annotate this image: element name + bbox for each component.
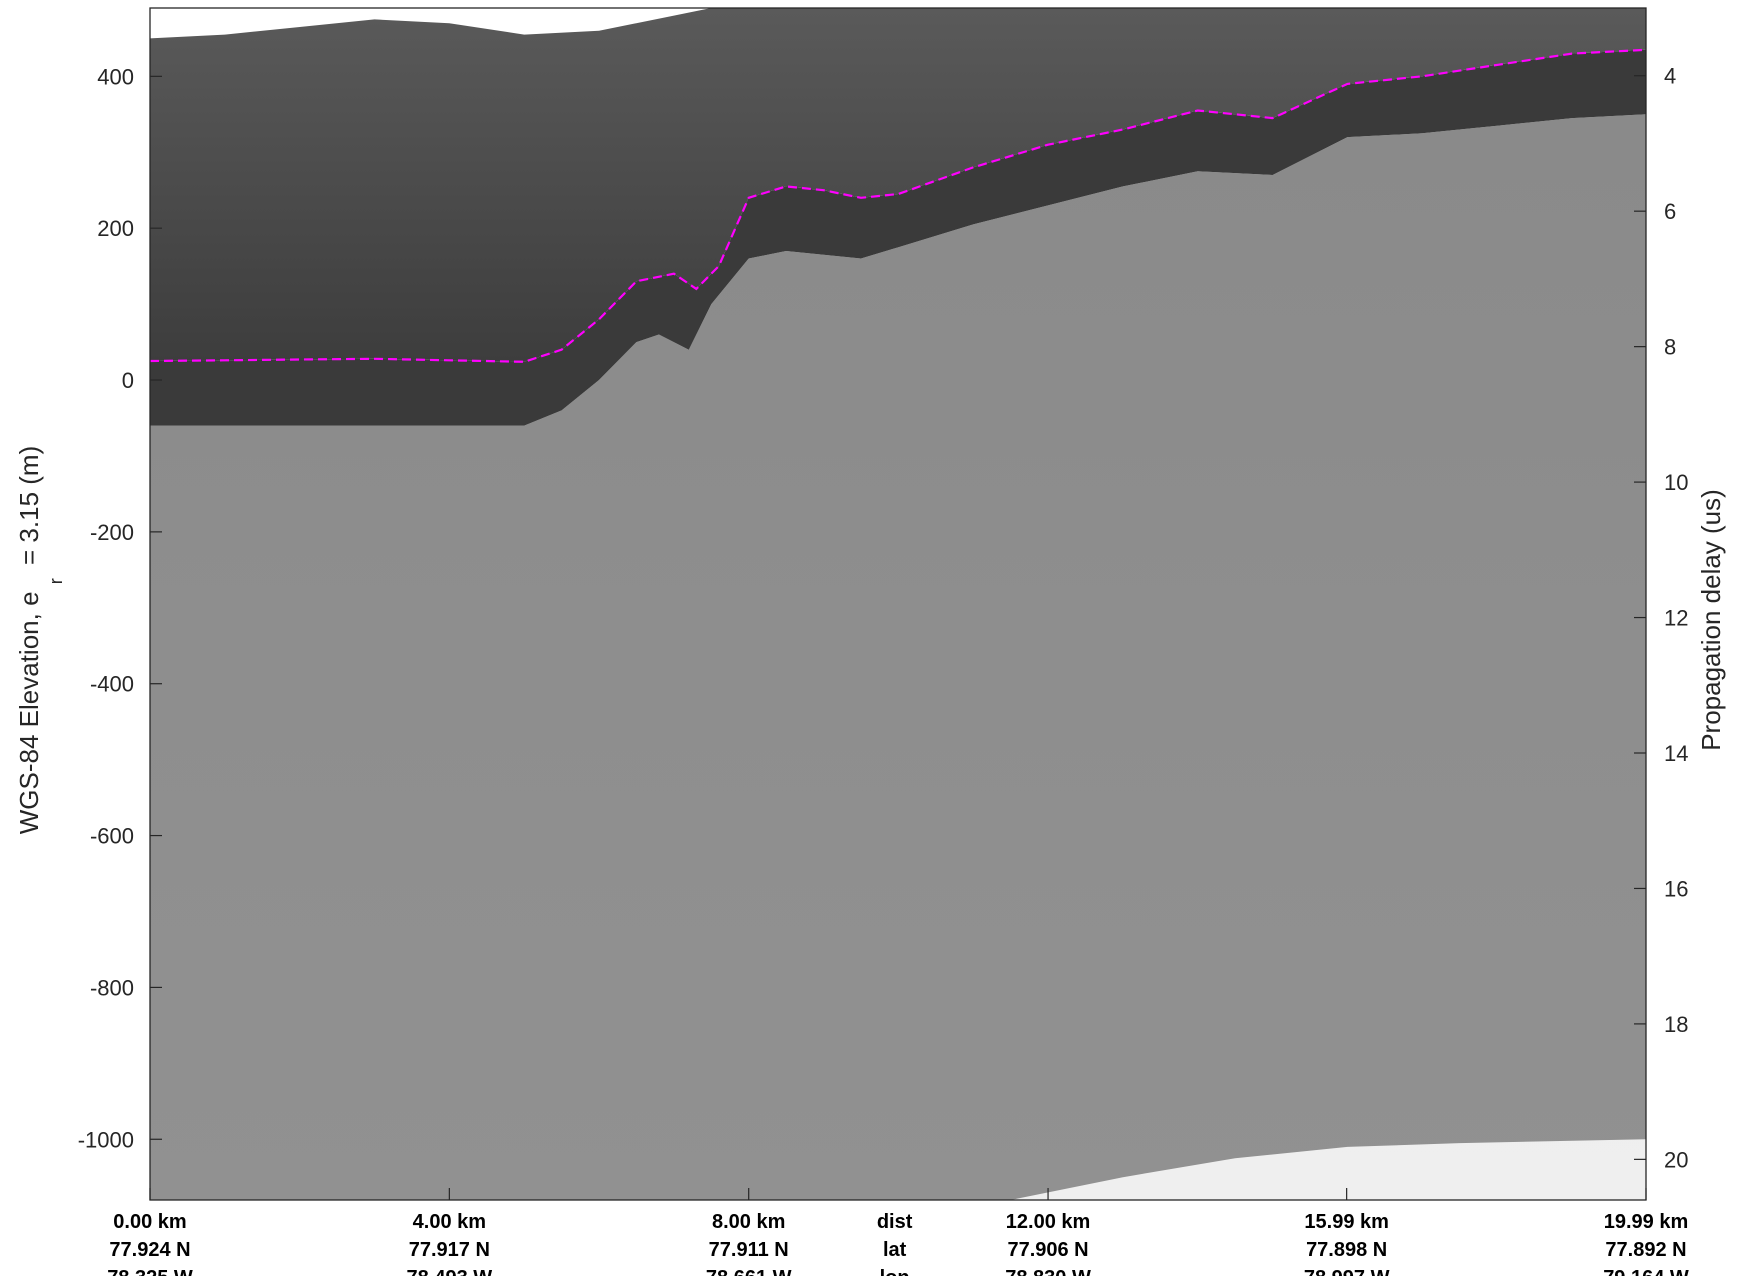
lat-label: 77.911 N (709, 1239, 789, 1261)
left-tick-label: -200 (90, 520, 134, 545)
lat-label: 77.892 N (1605, 1239, 1686, 1261)
left-axis: 400 200 0 -200 -400 -600 -800 -1000 (78, 64, 162, 1152)
left-tick-label: -400 (90, 672, 134, 697)
right-tick-label: 10 (1664, 470, 1688, 495)
dist-label: 8.00 km (712, 1211, 785, 1233)
left-axis-title-main: WGS-84 Elevation, e (14, 591, 44, 834)
lon-label: 78.325 W (107, 1267, 193, 1276)
x-axis: 0.00 km 77.924 N 78.325 W 4.00 km 77.917 N 78… (107, 1188, 1689, 1276)
lat-label: 77.924 N (109, 1239, 190, 1261)
left-tick-label: 400 (97, 64, 134, 89)
lon-label: 79.164 W (1603, 1267, 1689, 1276)
right-axis: 4 6 8 10 12 14 16 18 20 (1634, 64, 1688, 1172)
dist-label: 0.00 km (113, 1211, 186, 1233)
ice-layer-region (150, 49, 1646, 426)
left-tick-label: -600 (90, 824, 134, 849)
left-tick-label: 0 (122, 368, 134, 393)
dist-label: 15.99 km (1304, 1211, 1389, 1233)
lon-label: 78.997 W (1304, 1267, 1390, 1276)
lon-label: 78.493 W (407, 1267, 493, 1276)
left-tick-label: -1000 (78, 1127, 134, 1152)
right-tick-label: 6 (1664, 199, 1676, 224)
dist-label: 4.00 km (413, 1211, 486, 1233)
lon-label: 78.830 W (1005, 1267, 1091, 1276)
right-tick-label: 20 (1664, 1147, 1688, 1172)
upper-layer-region (150, 8, 1646, 362)
left-axis-title-subscript: r (46, 578, 66, 584)
deep-clutter-fade (1010, 1139, 1646, 1200)
x-row-name: lat (883, 1239, 907, 1261)
right-tick-label: 4 (1664, 64, 1676, 89)
right-tick-label: 14 (1664, 741, 1688, 766)
lat-label: 77.906 N (1007, 1239, 1088, 1261)
right-axis-title: Propagation delay (us) (1696, 489, 1726, 751)
lat-label: 77.917 N (409, 1239, 490, 1261)
lat-label: 77.898 N (1306, 1239, 1387, 1261)
echogram-image (150, 8, 1646, 1200)
right-tick-label: 16 (1664, 876, 1688, 901)
lon-label: 78.661 W (706, 1267, 792, 1276)
left-tick-label: 200 (97, 216, 134, 241)
left-axis-title: WGS-84 Elevation, e r = 3.15 (m) (14, 446, 68, 834)
dist-label: 19.99 km (1604, 1211, 1689, 1233)
x-row-name: dist (877, 1211, 913, 1233)
bedrock-region (150, 114, 1646, 1200)
right-tick-label: 18 (1664, 1012, 1688, 1037)
surface-pick-line (150, 48, 1646, 363)
left-axis-title-suffix: = 3.15 (m) (14, 446, 44, 565)
plot-frame (149, 7, 1647, 1201)
right-tick-label: 8 (1664, 335, 1676, 360)
right-tick-label: 12 (1664, 606, 1688, 631)
x-row-name: lon (880, 1267, 910, 1276)
left-tick-label: -800 (90, 975, 134, 1000)
dist-label: 12.00 km (1006, 1211, 1091, 1233)
